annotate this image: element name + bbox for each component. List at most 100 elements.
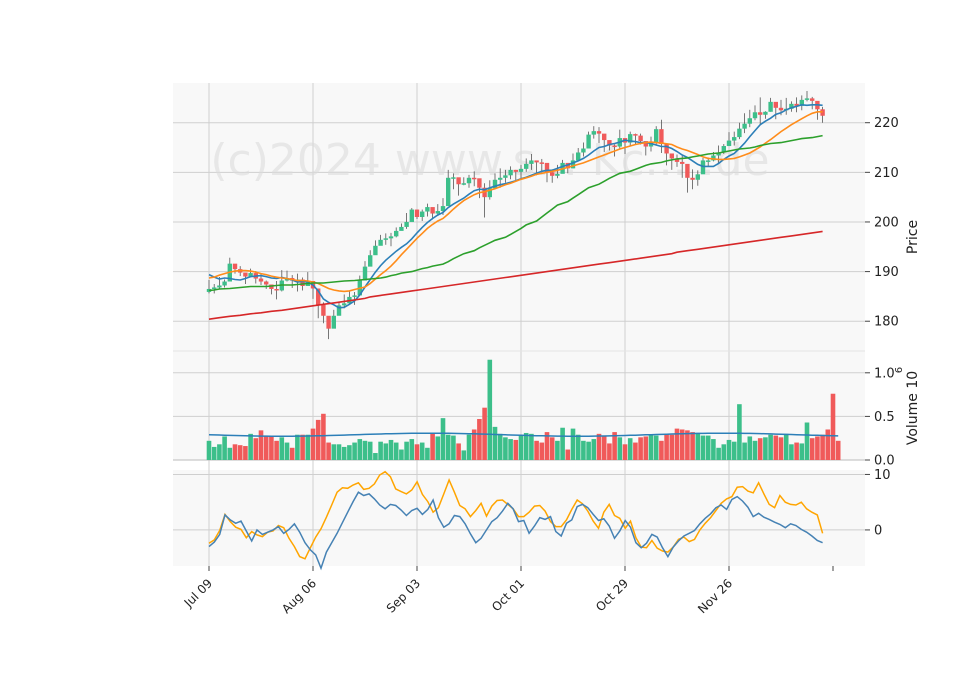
volume-bar (783, 433, 789, 460)
volume-bar (503, 437, 508, 460)
candle-body (466, 177, 472, 184)
candle-body (373, 245, 378, 256)
volume-bar (393, 442, 399, 460)
candle-body (243, 272, 248, 277)
price-panel (173, 83, 865, 351)
candle-body (633, 134, 638, 136)
candle-body (706, 160, 711, 162)
volume-bar (331, 444, 337, 460)
candle-body (498, 177, 503, 180)
candle-body (591, 131, 596, 135)
candle-body (404, 221, 409, 227)
volume-bar (508, 439, 513, 460)
candle-body (472, 177, 477, 180)
oscillator-line-orange (208, 470, 824, 560)
volume-bar (825, 429, 831, 460)
volume-bar (638, 437, 643, 460)
candle-body (742, 123, 747, 129)
volume-bar (794, 442, 799, 460)
candle-body (732, 137, 737, 141)
volume-bar (690, 432, 695, 460)
candle-body (773, 101, 778, 108)
volume-bar (206, 440, 212, 460)
volume-bar (518, 435, 524, 460)
candle-body (518, 168, 524, 172)
price-y-tick-label: 180 (874, 315, 899, 330)
candle-body (461, 183, 466, 185)
candle-body (638, 135, 643, 142)
volume-bar (799, 443, 805, 460)
volume-bar (560, 427, 565, 460)
volume-bar (523, 432, 529, 460)
candle-body (274, 288, 279, 291)
candle-body (789, 103, 794, 109)
candle-body (602, 133, 607, 141)
volume-y-tick-label: 0.0 (874, 454, 895, 469)
volume-bar (211, 446, 217, 460)
candle-body (300, 279, 305, 286)
moving-average-200 (208, 230, 823, 320)
candle-body (674, 158, 680, 162)
candle-body (430, 207, 435, 214)
candle-body (596, 131, 602, 134)
candle-body (264, 281, 269, 285)
candle-body (534, 160, 539, 163)
candle-body (456, 177, 461, 185)
candle-body (576, 152, 581, 161)
candle-body (700, 160, 706, 175)
candle-body (414, 209, 420, 217)
oscillator-line-blue (208, 491, 823, 571)
volume-axis-exponent: 6 (894, 367, 905, 373)
volume-bar (430, 433, 435, 460)
volume-bar (705, 435, 711, 460)
volume-bar (830, 393, 836, 460)
candle-body (399, 226, 404, 231)
candle-body (654, 129, 659, 143)
candle-body (524, 163, 529, 169)
volume-bar (721, 444, 727, 460)
candle-body (659, 129, 664, 145)
candle-body (217, 285, 222, 288)
candle-body (758, 112, 763, 115)
volume-bar (591, 439, 597, 460)
volume-bar (763, 437, 768, 460)
candle-body (383, 238, 388, 240)
volume-bar (612, 432, 617, 460)
volume-moving-average (208, 432, 839, 437)
volume-bar (700, 435, 706, 460)
volume-bar (809, 438, 815, 460)
candle-body (222, 281, 227, 286)
volume-bar (653, 435, 659, 460)
volume-bar (607, 443, 612, 460)
candle-body (586, 134, 591, 149)
volume-bar (815, 436, 820, 460)
candle-body (711, 155, 716, 161)
volume-bar (695, 432, 701, 460)
x-tick-label: Jul 09 (181, 576, 215, 610)
candle-body (435, 211, 440, 214)
candle-body (342, 303, 347, 306)
volume-bar (414, 444, 420, 460)
volume-bar (425, 447, 430, 460)
candle-body (810, 98, 815, 101)
volume-bar (451, 435, 456, 460)
volume-bar (679, 429, 685, 460)
candle-body (669, 153, 674, 159)
volume-bar (295, 434, 300, 460)
candle-body (664, 144, 669, 154)
volume-bar (347, 445, 352, 460)
volume-bar (586, 441, 591, 460)
volume-bar (399, 449, 404, 460)
volume-bar (435, 436, 441, 460)
candle-body (258, 278, 264, 282)
volume-bar (633, 442, 638, 460)
volume-bar (227, 447, 233, 460)
candle-body (352, 295, 357, 297)
candle-body (794, 103, 799, 106)
candle-body (768, 101, 773, 112)
volume-bar (289, 447, 295, 460)
x-tick-label: Nov 26 (695, 576, 735, 616)
candle-body (326, 315, 331, 329)
volume-bar (336, 444, 342, 460)
